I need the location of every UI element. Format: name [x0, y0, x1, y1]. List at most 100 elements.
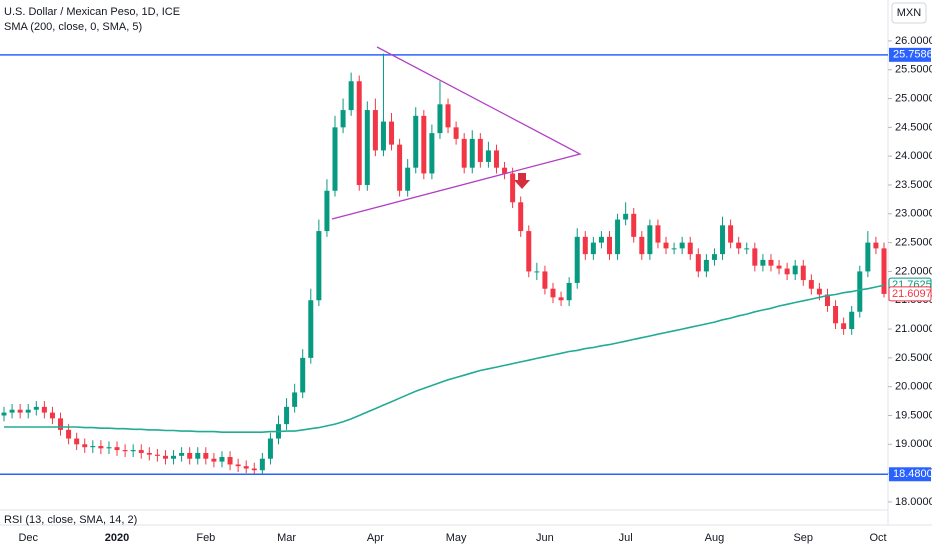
- x-tick-label: Feb: [196, 532, 215, 544]
- candle-body: [130, 450, 136, 452]
- candle-body: [332, 127, 338, 191]
- candle-body: [615, 219, 621, 255]
- down-arrow: [514, 173, 530, 189]
- candle-body: [33, 406, 39, 410]
- candle-body: [74, 438, 80, 445]
- candle-body: [526, 231, 532, 272]
- x-tick-label: Jul: [619, 532, 633, 544]
- y-tick-label: 24.00000: [895, 150, 932, 162]
- candle-body: [41, 406, 47, 413]
- candle-body: [695, 254, 701, 272]
- indicator-label: SMA (200, close, 0, SMA, 5): [4, 21, 142, 33]
- price-tag-label: 18.48000: [893, 468, 932, 480]
- candle-body: [502, 167, 508, 174]
- candle-body: [356, 81, 362, 185]
- candle-body: [243, 466, 249, 469]
- candle-body: [146, 452, 152, 455]
- candle-body: [816, 288, 822, 295]
- candle-body: [98, 446, 104, 449]
- candle-body: [171, 455, 177, 459]
- candle-body: [413, 115, 419, 168]
- candle-body: [179, 452, 185, 456]
- candle-body: [582, 236, 588, 255]
- candle-body: [292, 392, 298, 407]
- x-tick-label: Aug: [705, 532, 725, 544]
- y-tick-label: 25.50000: [895, 64, 932, 76]
- x-tick-label: Mar: [277, 532, 296, 544]
- x-tick-label: Oct: [869, 532, 886, 544]
- currency-label[interactable]: MXN: [897, 7, 922, 19]
- candle-body: [841, 323, 847, 330]
- candle-body: [445, 104, 451, 128]
- x-tick-label: Apr: [367, 532, 384, 544]
- candle-body: [17, 409, 23, 413]
- candle-body: [647, 225, 653, 255]
- candle-body: [284, 406, 290, 425]
- y-tick-label: 19.50000: [895, 409, 932, 421]
- candle-body: [364, 110, 370, 185]
- candle-body: [566, 282, 572, 301]
- candle-body: [792, 265, 798, 275]
- candle-body: [251, 468, 257, 471]
- x-tick-label: Jun: [536, 532, 554, 544]
- candle-body: [623, 213, 629, 220]
- currency-button[interactable]: [891, 2, 927, 24]
- candle-body: [711, 254, 717, 260]
- candle-body: [784, 268, 790, 275]
- candle-body: [728, 225, 734, 243]
- plot-area: [0, 53, 888, 476]
- candle-body: [558, 297, 564, 301]
- candle-body: [1, 412, 7, 416]
- candle-body: [25, 409, 31, 413]
- candle-body: [768, 259, 774, 266]
- candle-body: [873, 242, 879, 249]
- candle-body: [752, 248, 758, 266]
- chart-title: U.S. Dollar / Mexican Peso, 1D, ICE: [4, 6, 180, 18]
- candle-body: [429, 133, 435, 174]
- price-tag-label: 21.60971: [892, 288, 932, 300]
- candle-body: [493, 150, 499, 168]
- candle-body: [90, 446, 96, 448]
- candle-body: [259, 458, 265, 471]
- sma-line: [4, 284, 885, 433]
- triangle-drawing: [331, 46, 582, 220]
- x-tick-label: Dec: [18, 532, 38, 544]
- x-tick-label: 2020: [105, 532, 129, 544]
- candle-body: [607, 236, 613, 255]
- candle-body: [679, 242, 685, 249]
- candle-body: [461, 138, 467, 168]
- candle-body: [372, 110, 378, 151]
- price-tag-box: [889, 467, 931, 482]
- candle-body: [308, 300, 314, 358]
- candle-body: [316, 231, 322, 301]
- candle-body: [744, 248, 750, 250]
- y-tick-label: 20.00000: [895, 381, 932, 393]
- candle-body: [154, 454, 160, 456]
- candle-body: [849, 311, 855, 330]
- candle-body: [187, 452, 193, 459]
- candle-body: [437, 104, 443, 134]
- candle-body: [219, 456, 225, 462]
- candle-body: [574, 236, 580, 283]
- candle-body: [808, 280, 814, 289]
- candle-body: [542, 271, 548, 289]
- candle-body: [389, 121, 395, 145]
- candle-body: [800, 265, 806, 281]
- candle-body: [122, 450, 128, 452]
- candle-body: [348, 81, 354, 111]
- y-tick-label: 23.00000: [895, 208, 932, 220]
- candle-body: [235, 464, 241, 467]
- y-tick-label: 22.00000: [895, 265, 932, 277]
- candle-body: [477, 138, 483, 162]
- candle-body: [211, 458, 217, 462]
- candle-body: [9, 409, 15, 413]
- candle-body: [776, 265, 782, 269]
- y-tick-label: 23.50000: [895, 179, 932, 191]
- candle-body: [421, 115, 427, 174]
- candle-body: [857, 271, 863, 312]
- y-tick-label: 19.00000: [895, 438, 932, 450]
- candle-body: [300, 357, 306, 393]
